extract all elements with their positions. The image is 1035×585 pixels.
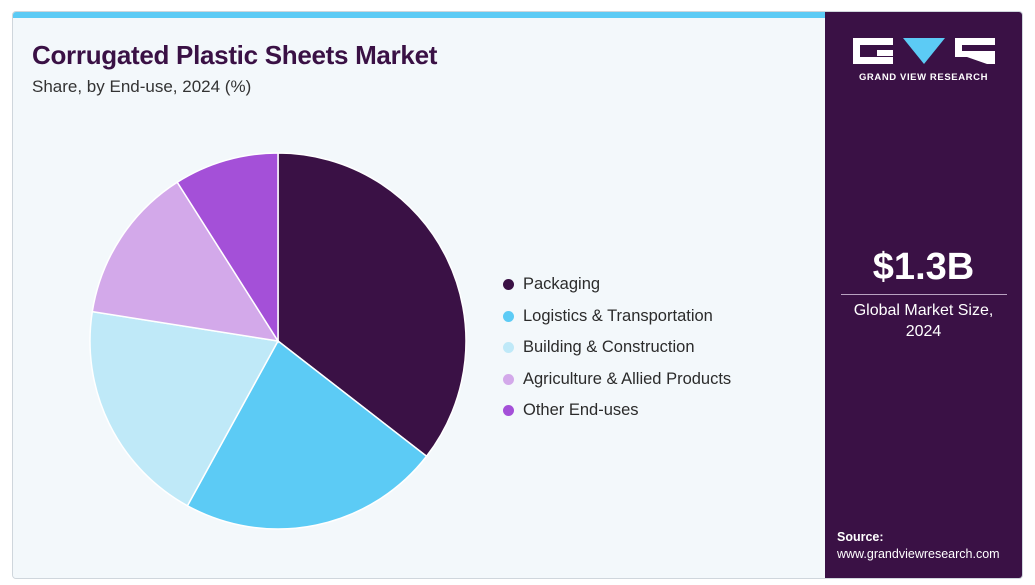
legend-swatch <box>503 405 514 417</box>
pie-slice-packaging <box>277 152 467 458</box>
grand-view-research-logo <box>853 38 995 64</box>
legend-swatch <box>503 373 514 385</box>
legend-label: Other End-uses <box>523 401 639 420</box>
chart-card: Corrugated Plastic Sheets Market Share, … <box>12 11 1023 579</box>
pie-slice-agriculture-and-allied-products <box>91 181 280 343</box>
pie-slice-building-and-construction <box>89 310 280 507</box>
market-size-label-line2: 2024 <box>905 323 942 340</box>
pie-slice-other-end-uses <box>176 152 279 344</box>
legend-swatch <box>503 310 514 322</box>
legend-swatch <box>503 279 514 291</box>
chart-title: Corrugated Plastic Sheets Market <box>32 40 438 70</box>
chart-panel: Corrugated Plastic Sheets Market Share, … <box>13 18 825 578</box>
market-size-value: $1.3B <box>872 246 975 288</box>
market-size-label-line1: Global Market Size, <box>853 302 994 319</box>
brand-name: GRAND VIEW RESEARCH <box>858 72 989 83</box>
legend-item-packaging: Packaging <box>503 269 731 301</box>
source-label: Source: <box>837 530 884 544</box>
pie-slice-logistics-and-transportation <box>186 339 428 530</box>
legend-label: Logistics & Transportation <box>523 306 713 325</box>
legend-item-logistics-and-transportation: Logistics & Transportation <box>503 301 731 333</box>
legend-label: Packaging <box>523 275 601 294</box>
chart-subtitle: Share, by End-use, 2024 (%) <box>32 77 252 96</box>
summary-panel: GRAND VIEW RESEARCH $1.3B Global Market … <box>825 12 1022 578</box>
legend-label: Agriculture & Allied Products <box>523 369 732 388</box>
chart-legend: Packaging Logistics & Transportation Build… <box>503 269 731 427</box>
market-size-label: Global Market Size, 2024 <box>825 300 1022 342</box>
legend-item-agriculture-and-allied-products: Agriculture & Allied Products <box>503 364 731 396</box>
pie-chart <box>89 152 467 530</box>
legend-label: Building & Construction <box>523 338 695 357</box>
legend-swatch <box>503 342 514 354</box>
accent-bar <box>13 12 825 18</box>
legend-item-building-and-construction: Building & Construction <box>503 332 731 364</box>
source-url[interactable]: www.grandviewresearch.com <box>837 547 1000 561</box>
legend-item-other-end-uses: Other End-uses <box>503 395 731 427</box>
divider <box>841 294 1007 295</box>
